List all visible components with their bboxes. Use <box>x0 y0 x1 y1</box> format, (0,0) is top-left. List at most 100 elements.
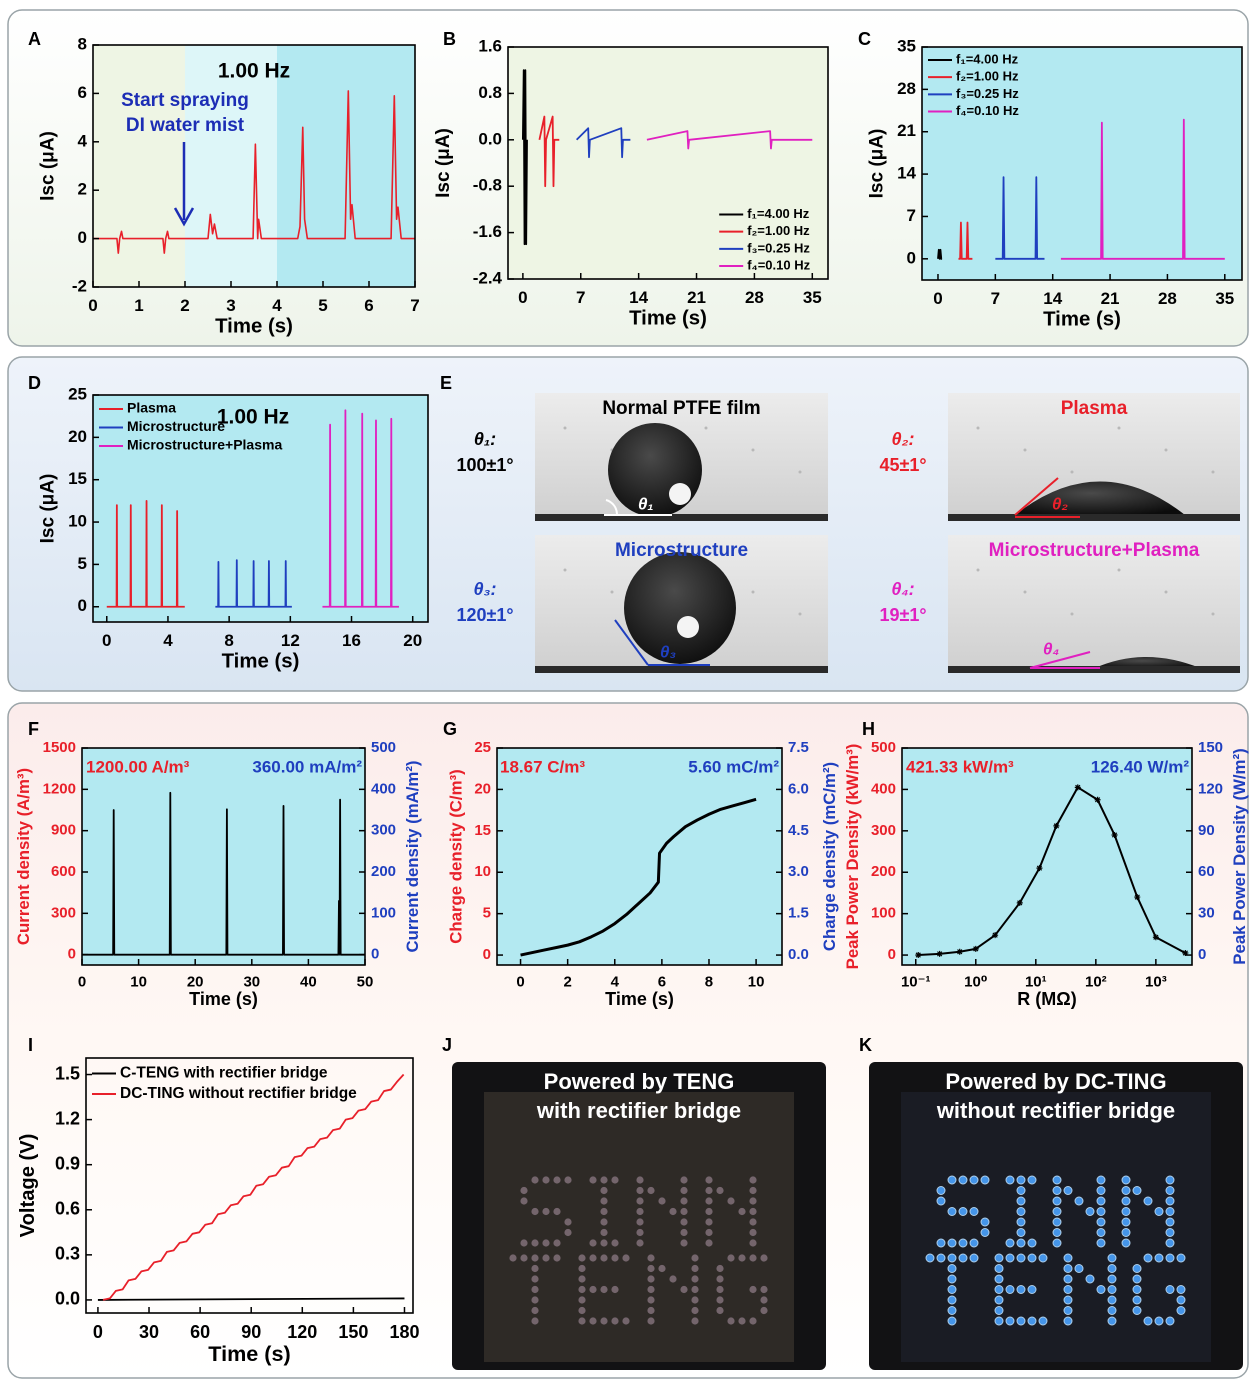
led <box>553 1207 561 1216</box>
legend-label: f₃=0.25 Hz <box>956 86 1019 101</box>
plot-frame <box>507 46 829 280</box>
annotation: Start spraying <box>121 90 249 111</box>
led <box>647 1264 655 1273</box>
led <box>531 1285 539 1294</box>
led <box>947 1207 957 1216</box>
series-line <box>646 130 813 150</box>
led <box>705 1218 713 1226</box>
led <box>749 1207 757 1216</box>
led <box>705 1197 713 1205</box>
speck <box>1070 470 1074 474</box>
led <box>1027 1238 1037 1248</box>
led <box>958 1253 968 1263</box>
led <box>611 1254 619 1262</box>
led <box>658 1264 666 1273</box>
annotation: 421.33 kW/m³ <box>906 757 1014 776</box>
led <box>1107 1295 1117 1305</box>
led <box>680 1239 688 1247</box>
x-axis-label: Time (s) <box>605 989 674 1009</box>
led <box>1107 1253 1117 1263</box>
x-tick-label: 21 <box>1101 289 1120 308</box>
x-tick-label: 5 <box>318 296 327 315</box>
led <box>738 1254 746 1262</box>
x-tick-label: 0 <box>516 973 524 990</box>
speck <box>563 426 567 430</box>
angle-label: θ₁ <box>638 494 653 513</box>
series-line <box>1060 118 1225 260</box>
led <box>553 1239 561 1247</box>
led <box>542 1239 550 1247</box>
led <box>1165 1196 1175 1206</box>
x-tick-label: 40 <box>300 973 317 990</box>
led <box>578 1285 586 1294</box>
led <box>589 1239 597 1247</box>
led <box>1063 1306 1073 1315</box>
arrow-head <box>173 207 195 227</box>
led <box>578 1275 586 1283</box>
y-tick-label: 14 <box>897 164 916 183</box>
photo <box>948 535 1240 673</box>
led <box>600 1207 608 1216</box>
led <box>647 1317 655 1325</box>
x-tick-label: 4 <box>611 973 620 990</box>
angle-label: θ₃ <box>660 642 676 661</box>
led <box>1052 1228 1062 1237</box>
led <box>1143 1253 1153 1263</box>
led <box>691 1264 699 1273</box>
y-tick-label: 0.6 <box>55 1199 80 1219</box>
y-tick-label: 200 <box>871 863 896 880</box>
data-marker <box>1016 899 1023 906</box>
led <box>969 1238 979 1248</box>
y-axis-label: Isc (μA) <box>867 129 888 199</box>
led <box>705 1228 713 1237</box>
led <box>947 1274 957 1284</box>
led <box>520 1186 528 1195</box>
legend-label: f₁=4.00 Hz <box>747 206 810 221</box>
board <box>901 1092 1211 1362</box>
led <box>636 1176 644 1184</box>
led <box>669 1207 677 1216</box>
led <box>691 1275 699 1283</box>
x-tick-label: 10¹ <box>1025 973 1047 990</box>
series-line <box>937 248 943 260</box>
led <box>1121 1207 1131 1216</box>
panel-letter: E <box>440 373 452 393</box>
y2-tick-label: 0 <box>371 946 379 963</box>
led <box>1165 1207 1175 1216</box>
led <box>936 1238 946 1248</box>
x-tick-label: 0 <box>88 296 97 315</box>
y-tick-label: 400 <box>871 780 896 797</box>
plot-frame <box>921 46 1243 281</box>
led <box>564 1176 572 1184</box>
led <box>1063 1274 1073 1284</box>
y-tick-label: 0 <box>888 946 896 963</box>
x-tick-label: 90 <box>241 1322 261 1342</box>
y2-tick-label: 1.5 <box>788 905 809 922</box>
led <box>1052 1186 1062 1195</box>
y-tick-label: 21 <box>897 121 916 140</box>
led <box>1096 1175 1106 1185</box>
x-tick-label: 8 <box>224 631 233 650</box>
led <box>1121 1228 1131 1237</box>
led <box>611 1176 619 1184</box>
led <box>1165 1238 1175 1248</box>
data-marker <box>1152 934 1159 941</box>
substrate <box>535 666 828 673</box>
led <box>1096 1207 1106 1216</box>
y-tick-label: 15 <box>474 822 491 839</box>
annotation: 5.60 mC/m² <box>688 757 779 776</box>
led <box>1165 1285 1175 1294</box>
led <box>947 1253 957 1263</box>
y2-tick-label: 300 <box>371 822 396 839</box>
led <box>749 1239 757 1247</box>
y-tick-label: 0.0 <box>55 1289 80 1309</box>
data-marker <box>1036 865 1043 872</box>
led <box>1063 1253 1073 1263</box>
speck <box>976 568 980 572</box>
y-tick-label: 0.9 <box>55 1153 80 1173</box>
droplet <box>1015 481 1185 515</box>
led <box>1016 1228 1026 1237</box>
led <box>716 1186 724 1195</box>
x-tick-label: 50 <box>357 973 374 990</box>
led <box>1052 1196 1062 1206</box>
